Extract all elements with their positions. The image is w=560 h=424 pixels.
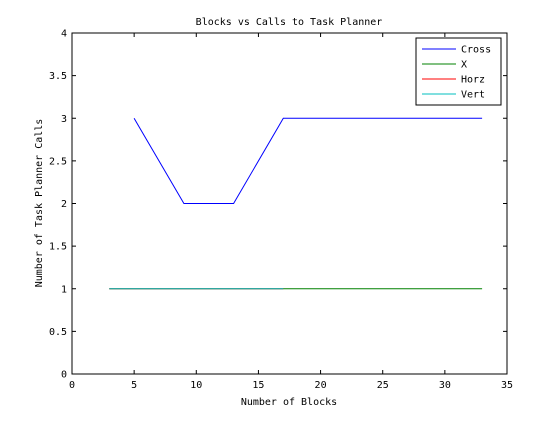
legend-label-horz: Horz <box>461 75 485 86</box>
x-tick-label: 5 <box>131 380 137 391</box>
x-tick-label: 10 <box>190 380 202 391</box>
plot-area: 0 5 10 15 20 25 30 35 0 0.5 1 1.5 2 2.5 3 3.5 4 Cross X Hor… <box>49 29 513 392</box>
y-tick-label: 1.5 <box>49 242 67 253</box>
y-tick-label: 2.5 <box>49 156 67 167</box>
y-axis-label: Number of Task Planner Calls <box>34 119 45 288</box>
y-tick-label: 3 <box>61 114 67 125</box>
chart-title: Blocks vs Calls to Task Planner <box>196 17 383 28</box>
y-tick-label: 1 <box>61 284 67 295</box>
y-tick-label: 4 <box>61 29 67 40</box>
x-axis-label: Number of Blocks <box>241 397 337 408</box>
x-tick-label: 35 <box>501 380 513 391</box>
legend-label-x: X <box>461 60 467 71</box>
y-tick-label: 0 <box>61 370 67 381</box>
x-tick-label: 15 <box>252 380 264 391</box>
x-tick-label: 0 <box>69 380 75 391</box>
x-tick-label: 25 <box>377 380 389 391</box>
legend-label-vert: Vert <box>461 90 485 101</box>
x-tick-label: 30 <box>439 380 451 391</box>
y-tick-label: 2 <box>61 199 67 210</box>
y-tick-label: 3.5 <box>49 71 67 82</box>
series-line-cross <box>133 117 483 204</box>
legend-label-cross: Cross <box>461 45 491 56</box>
x-tick-label: 20 <box>315 380 327 391</box>
y-tick-label: 0.5 <box>49 327 67 338</box>
